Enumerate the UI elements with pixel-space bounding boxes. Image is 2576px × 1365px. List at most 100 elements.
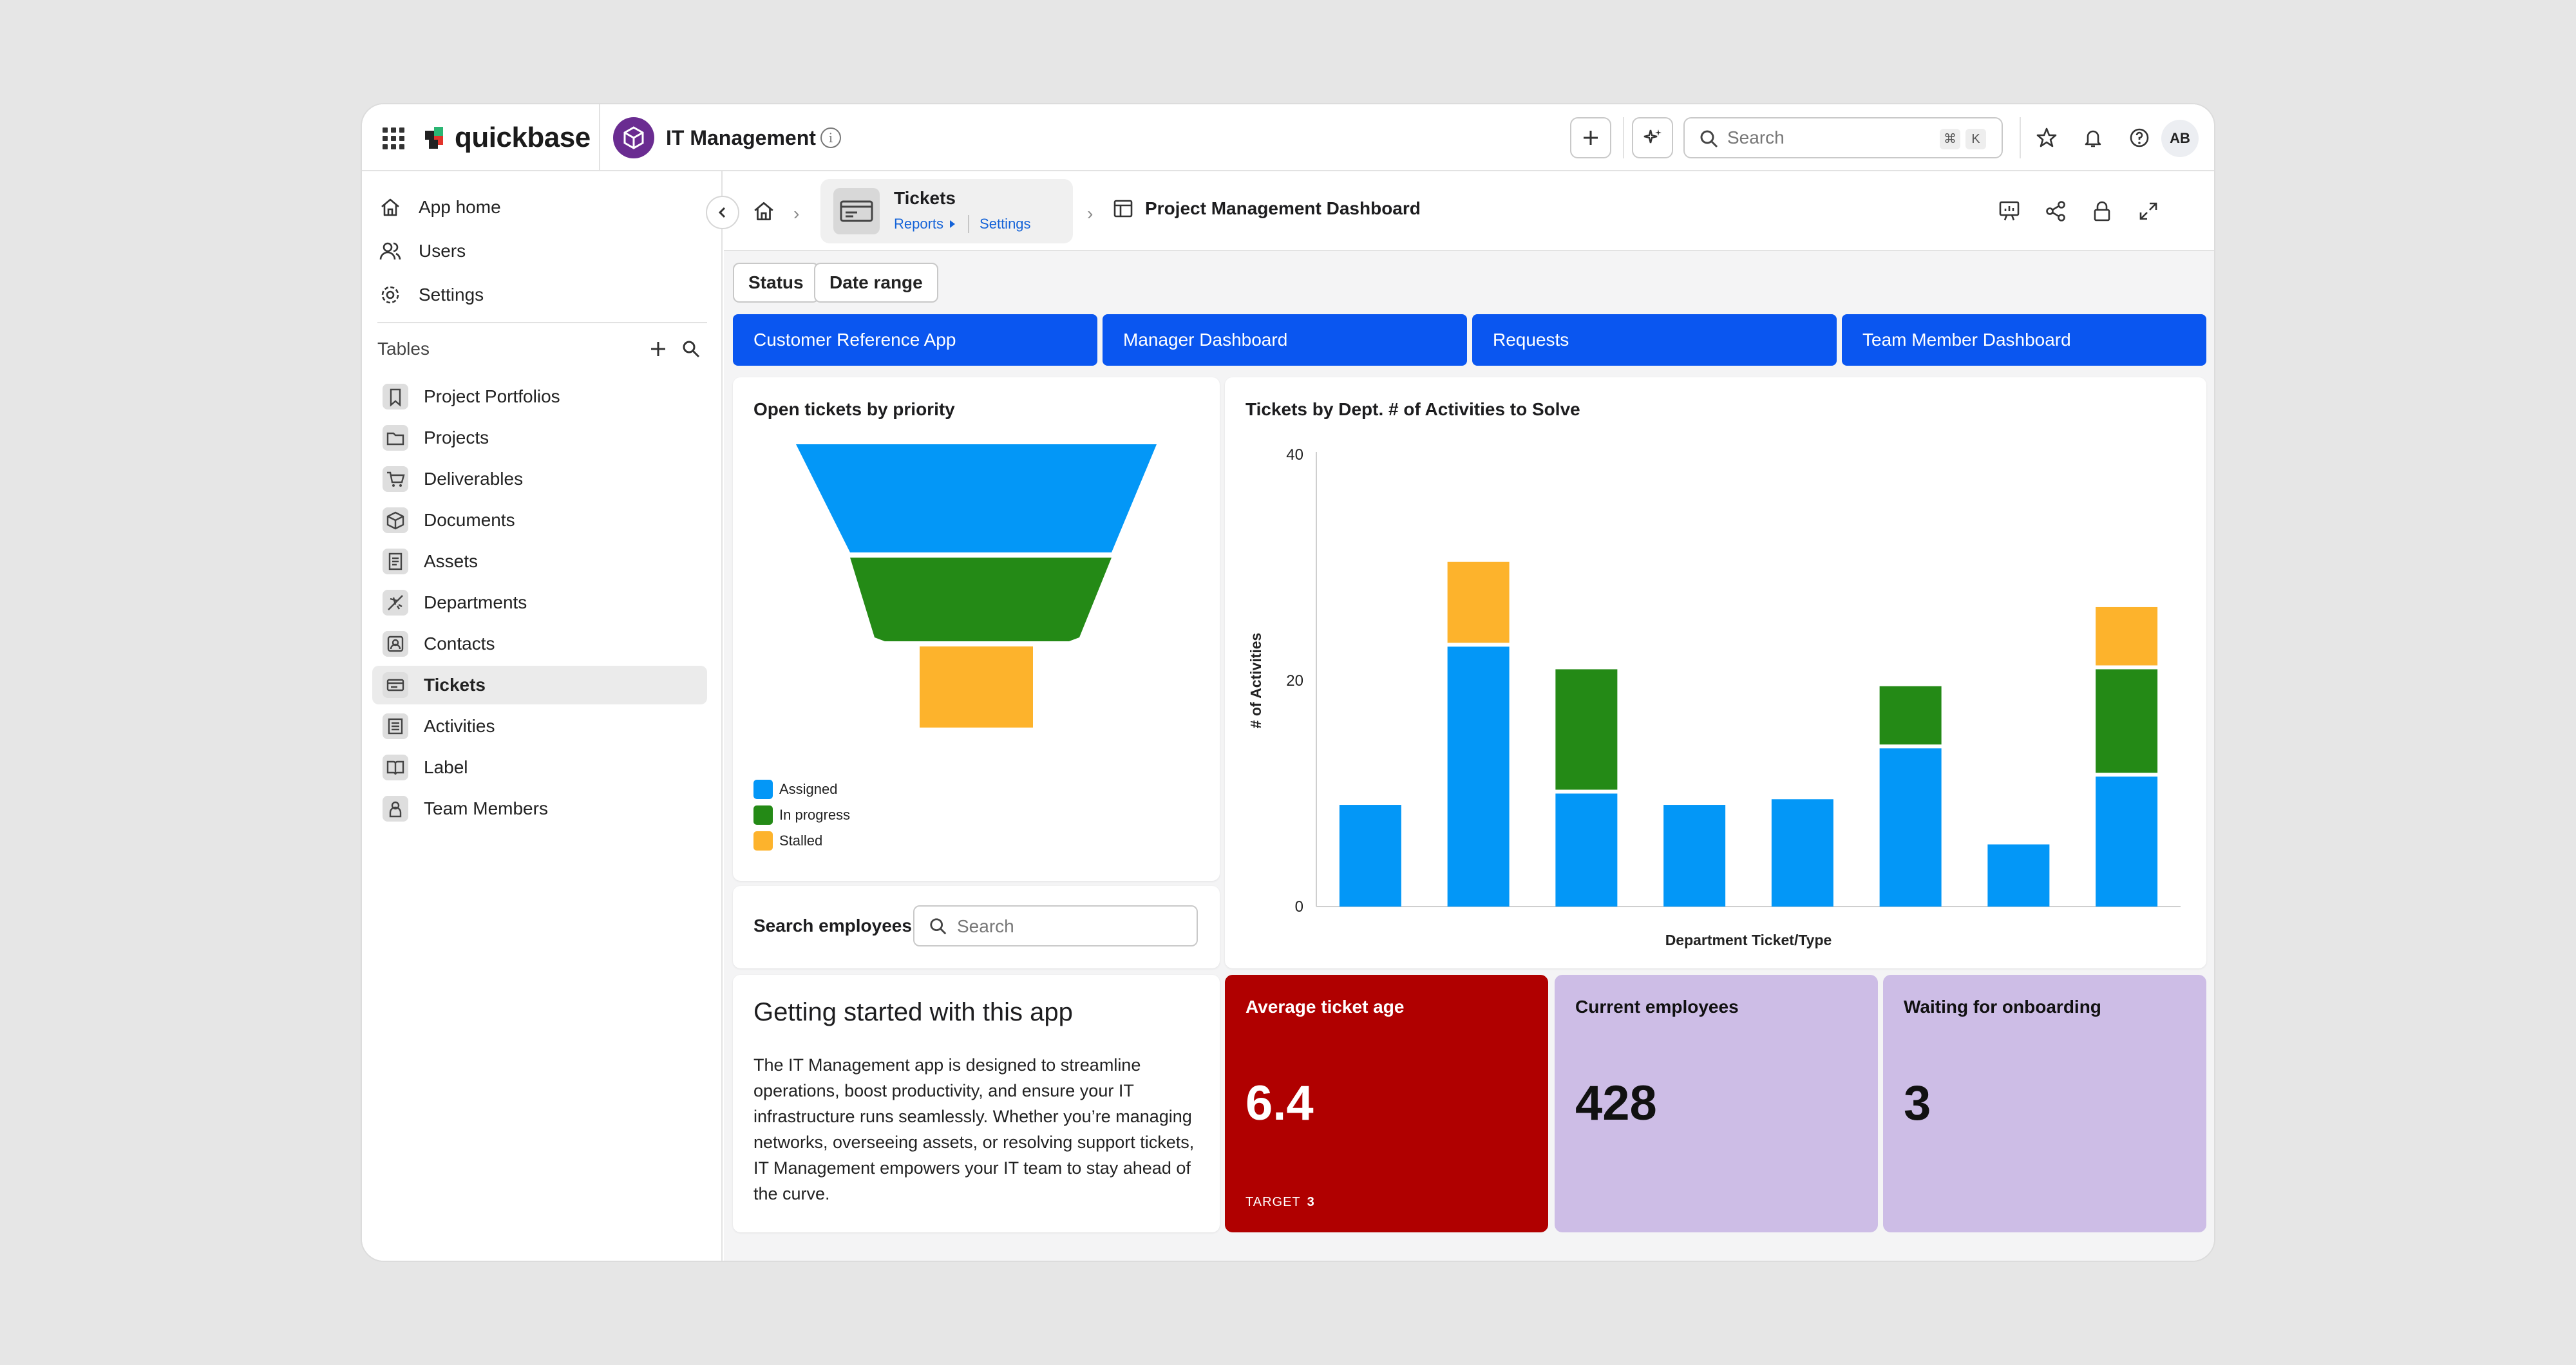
app-icon[interactable] [613,117,654,158]
sidebar-item-deliverables[interactable]: Deliverables [372,460,707,498]
dash-button-customer-reference-app[interactable]: Customer Reference App [733,314,1097,366]
help-icon[interactable] [2126,125,2152,151]
folder-icon [383,425,408,451]
sidebar-item-label: Project Portfolios [424,386,560,406]
top-bar: quickbase IT Management i ⌘ K [362,104,2214,171]
employee-search-card: Search employees [733,886,1220,968]
breadcrumb-table-card[interactable]: Tickets Reports Settings [820,179,1073,243]
stat-card-average-ticket-age[interactable]: Average ticket age 6.4 TARGET 3 [1225,975,1548,1232]
sidebar-item-departments[interactable]: Departments [372,583,707,622]
funnel-segment-assigned[interactable] [796,444,1157,552]
stat-label: Waiting for onboarding [1904,997,2101,1017]
info-icon[interactable]: i [820,127,841,148]
shortcut-key-cmd: ⌘ [1940,129,1960,149]
stat-card-waiting-for-onboarding[interactable]: Waiting for onboarding 3 [1883,975,2206,1232]
caret-right-icon[interactable] [947,219,958,229]
legend-swatch [753,805,773,825]
presentation-icon[interactable] [1996,198,2022,224]
share-icon[interactable] [2043,198,2069,224]
app-grid-icon[interactable] [383,127,404,149]
bar-segment-5-1[interactable] [1879,686,1942,745]
employee-search[interactable] [913,905,1198,946]
bookmark-icon [383,384,408,410]
stat-label: Average ticket age [1245,997,1405,1017]
sidebar-item-project-portfolios[interactable]: Project Portfolios [372,377,707,416]
bar-segment-7-2[interactable] [2096,607,2158,666]
dash-button-requests[interactable]: Requests [1472,314,1837,366]
sidebar-item-settings[interactable]: Settings [377,277,699,313]
sidebar: App home Users Settings Tables Project P… [362,171,723,1261]
sidebar-item-users[interactable]: Users [377,233,699,269]
dash-button-manager-dashboard[interactable]: Manager Dashboard [1103,314,1467,366]
global-search[interactable]: ⌘ K [1683,117,2003,158]
bar-segment-0-0[interactable] [1339,805,1401,907]
funnel-legend: Assigned In progress Stalled [753,777,850,854]
bar-segment-6-0[interactable] [1987,844,2050,907]
bar-segment-1-0[interactable] [1447,646,1510,907]
employee-search-label: Search employees [753,916,912,936]
legend-item-in-progress: In progress [753,802,850,828]
bar-segment-3-0[interactable] [1663,805,1726,907]
legend-item-assigned: Assigned [753,777,850,802]
employee-search-input[interactable] [957,914,1176,939]
contact-icon [383,631,408,657]
shortcut-key-k: K [1965,129,1986,149]
funnel-segment-in-progress[interactable] [850,558,1112,641]
sidebar-divider [377,322,707,323]
sidebar-item-projects[interactable]: Projects [372,419,707,457]
add-button[interactable] [1570,117,1611,158]
search-icon [930,918,947,935]
bar-segment-5-0[interactable] [1879,748,1942,907]
sidebar-item-team-members[interactable]: Team Members [372,789,707,828]
sidebar-item-assets[interactable]: Assets [372,542,707,581]
date-range-filter-button[interactable]: Date range [814,263,938,303]
bar-segment-1-2[interactable] [1447,561,1510,643]
lock-icon[interactable] [2089,198,2115,224]
global-search-input[interactable] [1727,125,1920,151]
getting-started-card: Getting started with this app The IT Man… [733,975,1220,1232]
ai-assistant-button[interactable] [1632,117,1673,158]
bar-segment-2-1[interactable] [1555,669,1618,790]
bar-segment-2-0[interactable] [1555,793,1618,907]
sidebar-item-label: Tickets [424,675,486,695]
sidebar-item-label: Projects [424,428,489,447]
legend-label: Assigned [779,781,838,797]
add-table-icon[interactable] [649,340,667,358]
collapse-sidebar-button[interactable] [706,196,739,229]
sidebar-item-tickets[interactable]: Tickets [372,666,707,704]
fullscreen-icon[interactable] [2136,198,2161,224]
breadcrumb: › Tickets Reports Settings › Project Man… [724,171,2214,251]
stat-card-current-employees[interactable]: Current employees 428 [1555,975,1878,1232]
list-icon [383,713,408,739]
bar-segment-7-0[interactable] [2096,777,2158,907]
bell-icon[interactable] [2080,125,2106,151]
sidebar-item-documents[interactable]: Documents [372,501,707,540]
sidebar-item-label[interactable]: Label [372,748,707,787]
ticket-icon [383,672,408,698]
brand-logo[interactable]: quickbase [425,120,591,156]
search-tables-icon[interactable] [681,339,701,359]
bar-segment-7-1[interactable] [2096,669,2158,773]
plane-icon [383,590,408,616]
funnel-segment-stalled[interactable] [920,646,1033,728]
reports-link[interactable]: Reports [894,216,944,232]
cart-icon [383,466,408,492]
settings-link[interactable]: Settings [980,216,1031,232]
sidebar-item-contacts[interactable]: Contacts [372,625,707,663]
sidebar-item-activities[interactable]: Activities [372,707,707,746]
home-icon[interactable] [752,200,775,226]
status-filter-button[interactable]: Status [733,263,819,303]
sparkle-icon [1643,129,1662,144]
stat-value: 6.4 [1245,1076,1314,1131]
getting-started-body: The IT Management app is designed to str… [753,1055,1195,1203]
y-tick-label: 0 [1295,898,1303,916]
avatar[interactable]: AB [2161,120,2199,157]
chevron-left-icon [718,207,726,218]
y-tick-label: 20 [1286,672,1303,690]
sidebar-item-app-home[interactable]: App home [377,189,699,225]
dash-button-team-member-dashboard[interactable]: Team Member Dashboard [1842,314,2206,366]
bar-segment-4-0[interactable] [1771,799,1833,907]
star-icon[interactable] [2034,125,2060,151]
brand-name: quickbase [455,122,591,153]
bar-chart-card: Tickets by Dept. # of Activities to Solv… [1225,377,2206,968]
